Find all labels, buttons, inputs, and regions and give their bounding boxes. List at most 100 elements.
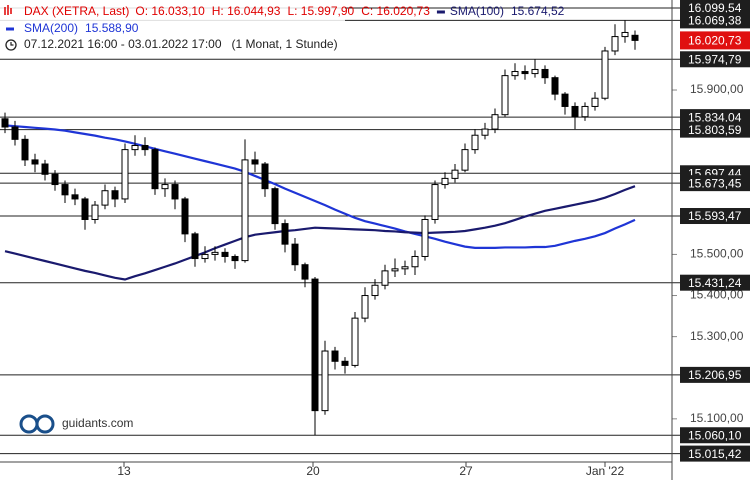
sma-line (4, 124, 636, 249)
candle-body (11, 126, 19, 140)
candle-body (201, 253, 209, 260)
candle-body (431, 184, 439, 220)
last-price-box (680, 31, 750, 50)
y-tick-label: 15.300,00 (690, 329, 744, 343)
candle-body (271, 188, 279, 225)
level-label-box (680, 208, 750, 225)
candle-body (221, 251, 229, 257)
candle-body (21, 138, 29, 161)
date-range: 07.12.2021 16:00 - 03.01.2022 17:00 (24, 37, 222, 51)
candle-body (331, 350, 339, 362)
candle-body (511, 71, 519, 77)
candle-body (481, 128, 489, 136)
header-bg (0, 0, 345, 54)
candle-body (421, 218, 429, 257)
level-label: 15.431,24 (688, 276, 742, 290)
candle-body (151, 149, 159, 190)
level-label-box (680, 445, 750, 462)
ohlc-value: C: 16.020,73 (361, 4, 430, 18)
ohlc-value: O: 16.033,10 (135, 4, 205, 18)
candle-body (31, 159, 39, 165)
candle-body (51, 173, 59, 186)
symbol-icon (4, 5, 12, 15)
candle-body (341, 360, 349, 366)
level-label-box (680, 12, 750, 29)
candle-body (501, 75, 509, 116)
candle-body (211, 251, 219, 255)
clock-icon (5, 39, 17, 51)
candle-body (181, 198, 189, 235)
level-label: 15.803,59 (688, 123, 742, 137)
level-label-box (680, 427, 750, 444)
candle-body (41, 163, 49, 175)
candle-body (71, 194, 79, 200)
brand-name: guidants.com (62, 416, 133, 430)
candle-body (131, 145, 139, 151)
level-label: 15.015,42 (688, 447, 742, 461)
period: (1 Monat, 1 Stunde) (232, 37, 338, 51)
candle-body (241, 159, 249, 262)
level-label-box (680, 51, 750, 68)
candle-body (381, 270, 389, 286)
candle-body (531, 68, 539, 75)
candle-body (261, 163, 269, 190)
candle-body (541, 68, 549, 79)
level-label: 15.673,45 (688, 176, 742, 190)
candle-body (311, 278, 319, 412)
y-tick-label: 15.900,00 (690, 82, 744, 96)
candle-body (231, 255, 239, 262)
last-price-label: 16.020,73 (688, 34, 742, 48)
candle-body (281, 223, 289, 245)
legend-value: 15.588,90 (85, 21, 139, 35)
x-tick-label: 13 (117, 464, 131, 478)
level-label: 16.099,54 (688, 1, 742, 15)
logo-circle (35, 414, 55, 434)
ohlc-value: L: 15.997,90 (287, 4, 354, 18)
level-label-box (680, 175, 750, 192)
candle-body (401, 266, 409, 270)
candle-body (521, 71, 529, 75)
clock-hands (10, 42, 14, 46)
candle-body (631, 34, 639, 41)
candle-body (161, 184, 169, 190)
candle-body (461, 149, 469, 171)
candle-body (571, 105, 579, 118)
x-tick-label: Jan '22 (586, 464, 625, 478)
candle-body (361, 295, 369, 319)
series-name: DAX (XETRA, Last) (24, 4, 129, 18)
candle-body (451, 169, 459, 179)
candle-body (591, 97, 599, 107)
legend-name: SMA(200) (24, 21, 78, 35)
level-label: 15.974,79 (688, 52, 742, 66)
level-label-box (680, 109, 750, 126)
level-label: 15.593,47 (688, 209, 742, 223)
y-tick-label: 15.500,00 (690, 247, 744, 261)
level-label-box (680, 0, 750, 16)
brand-logo: guidants.com (19, 414, 133, 434)
candle-body (291, 243, 299, 266)
candle-body (411, 255, 419, 268)
level-label: 15.206,95 (688, 368, 742, 382)
candle-body (441, 177, 449, 186)
candle-body (1, 118, 9, 128)
y-tick-label: 15.400,00 (690, 288, 744, 302)
candle-body (491, 114, 499, 130)
candle-body (621, 31, 629, 38)
sma-line (4, 185, 636, 281)
level-label-box (680, 274, 750, 291)
candle-body (171, 184, 179, 200)
level-label: 15.060,10 (688, 428, 742, 442)
candle-body (371, 284, 379, 297)
level-label-box (680, 121, 750, 138)
candle-body (581, 105, 589, 118)
candle-body (471, 134, 479, 151)
ohlc-value: H: 16.044,93 (212, 4, 281, 18)
candle-body (251, 159, 259, 165)
candle-body (301, 264, 309, 280)
level-label-box (680, 366, 750, 383)
candle-body (561, 93, 569, 107)
legend-value: 15.674,52 (511, 4, 565, 18)
